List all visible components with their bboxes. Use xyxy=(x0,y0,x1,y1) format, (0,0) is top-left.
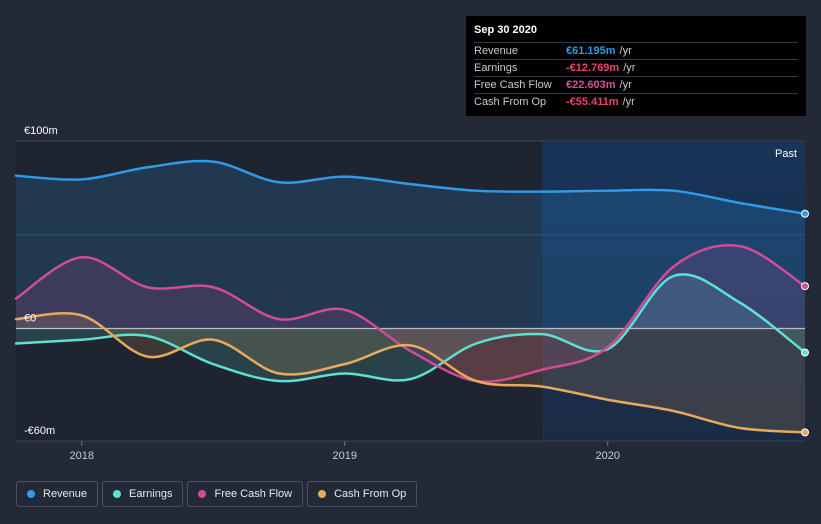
tooltip-unit: /yr xyxy=(619,79,632,91)
x-tick-label: 2019 xyxy=(333,450,357,462)
tooltip-unit: /yr xyxy=(622,96,635,108)
x-tick-label: 2018 xyxy=(70,450,94,462)
legend: Revenue Earnings Free Cash Flow Cash Fro… xyxy=(16,481,418,509)
y-tick-label: €100m xyxy=(24,125,58,137)
tooltip-unit: /yr xyxy=(623,62,636,74)
area-cash-from-op xyxy=(16,313,805,433)
past-label: Past xyxy=(775,148,797,160)
tooltip-value: €22.603m xyxy=(566,79,616,91)
legend-dot-icon xyxy=(198,490,207,498)
tooltip-row-revenue: Revenue €61.195m /yr xyxy=(474,42,798,59)
tooltip-value: €61.195m xyxy=(566,45,616,57)
tooltip-row-cash-from-op: Cash From Op -€55.411m /yr xyxy=(474,93,798,110)
tooltip-value: -€12.769m xyxy=(566,62,620,74)
y-tick-label: -€60m xyxy=(24,425,55,437)
legend-dot-icon xyxy=(318,490,327,498)
end-point-free-cash-flow xyxy=(801,282,809,291)
x-tick-label: 2020 xyxy=(596,450,620,462)
area-earnings xyxy=(16,274,805,382)
tooltip-date: Sep 30 2020 xyxy=(474,24,537,36)
line-cash-from-op xyxy=(14,312,807,434)
legend-item-earnings[interactable]: Earnings xyxy=(102,481,184,507)
tooltip: Sep 30 2020 Revenue €61.195m /yr Earning… xyxy=(466,16,806,116)
tooltip-label: Free Cash Flow xyxy=(474,79,552,91)
end-point-earnings xyxy=(801,348,809,357)
legend-label: Free Cash Flow xyxy=(214,488,293,500)
line-earnings xyxy=(14,273,807,383)
tooltip-unit: /yr xyxy=(619,45,632,57)
end-point-cash-from-op xyxy=(801,428,809,437)
tooltip-value: -€55.411m xyxy=(566,96,619,108)
legend-label: Revenue xyxy=(43,488,88,500)
legend-dot-icon xyxy=(113,490,122,498)
legend-dot-icon xyxy=(27,490,35,498)
y-tick-label: €0 xyxy=(24,313,36,325)
legend-item-free-cash-flow[interactable]: Free Cash Flow xyxy=(187,481,304,507)
line-free-cash-flow xyxy=(14,244,807,383)
tooltip-label: Cash From Op xyxy=(474,96,547,108)
legend-label: Cash From Op xyxy=(334,488,407,500)
area-free-cash-flow xyxy=(16,245,805,382)
legend-label: Earnings xyxy=(129,488,173,500)
legend-item-cash-from-op[interactable]: Cash From Op xyxy=(307,481,418,507)
tooltip-row-free-cash-flow: Free Cash Flow €22.603m /yr xyxy=(474,76,798,93)
tooltip-row-earnings: Earnings -€12.769m /yr xyxy=(474,59,798,76)
tooltip-label: Revenue xyxy=(474,45,519,57)
legend-item-revenue[interactable]: Revenue xyxy=(16,481,99,507)
line-revenue xyxy=(14,159,807,215)
end-point-revenue xyxy=(801,209,809,218)
tooltip-label: Earnings xyxy=(474,62,518,74)
